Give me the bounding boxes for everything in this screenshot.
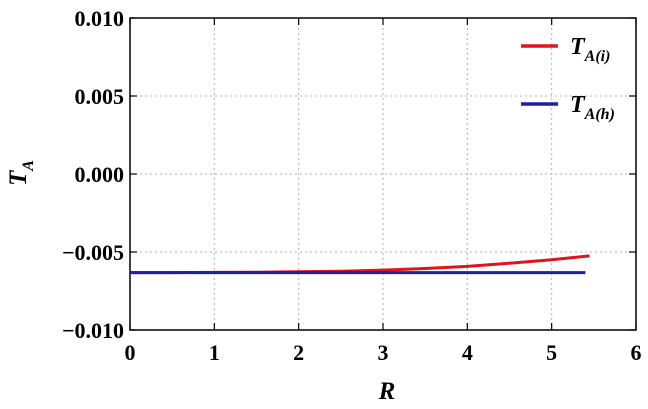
legend-label-main: T <box>570 92 586 118</box>
legend-label-1: TA(h) <box>570 92 615 123</box>
x-axis-label: R <box>378 378 396 405</box>
y-tick-label: 0.000 <box>75 162 125 187</box>
series-line-0 <box>130 254 590 275</box>
legend-label-main: T <box>570 34 586 60</box>
x-tick-label: 3 <box>378 340 389 365</box>
y-axis-label-main: T <box>5 169 32 186</box>
x-tick-label: 1 <box>209 340 220 365</box>
y-axis-label-sub: A <box>20 160 37 172</box>
y-tick-label: −0.010 <box>62 318 124 343</box>
y-tick-label: 0.005 <box>75 84 125 109</box>
tick-labels: 0 1 2 3 4 5 6 0.010 0.005 0.000 −0.005 −0.010 <box>62 6 642 365</box>
axis-ticks <box>129 17 637 331</box>
x-tick-label: 5 <box>546 340 557 365</box>
x-tick-label: 0 <box>125 340 136 365</box>
series-lines <box>130 254 590 275</box>
grid-lines <box>130 18 636 330</box>
y-tick-label: −0.005 <box>62 240 124 265</box>
y-tick-label: 0.010 <box>75 6 125 31</box>
x-tick-label: 2 <box>293 340 304 365</box>
legend-label-0: TA(i) <box>570 34 610 65</box>
x-tick-label: 6 <box>631 340 642 365</box>
y-axis-label: TA <box>5 160 37 186</box>
legend-label-sub: A(i) <box>584 48 611 65</box>
legend: TA(i)TA(h) <box>521 34 615 123</box>
legend-label-sub: A(h) <box>584 106 615 123</box>
x-tick-label: 4 <box>462 340 473 365</box>
